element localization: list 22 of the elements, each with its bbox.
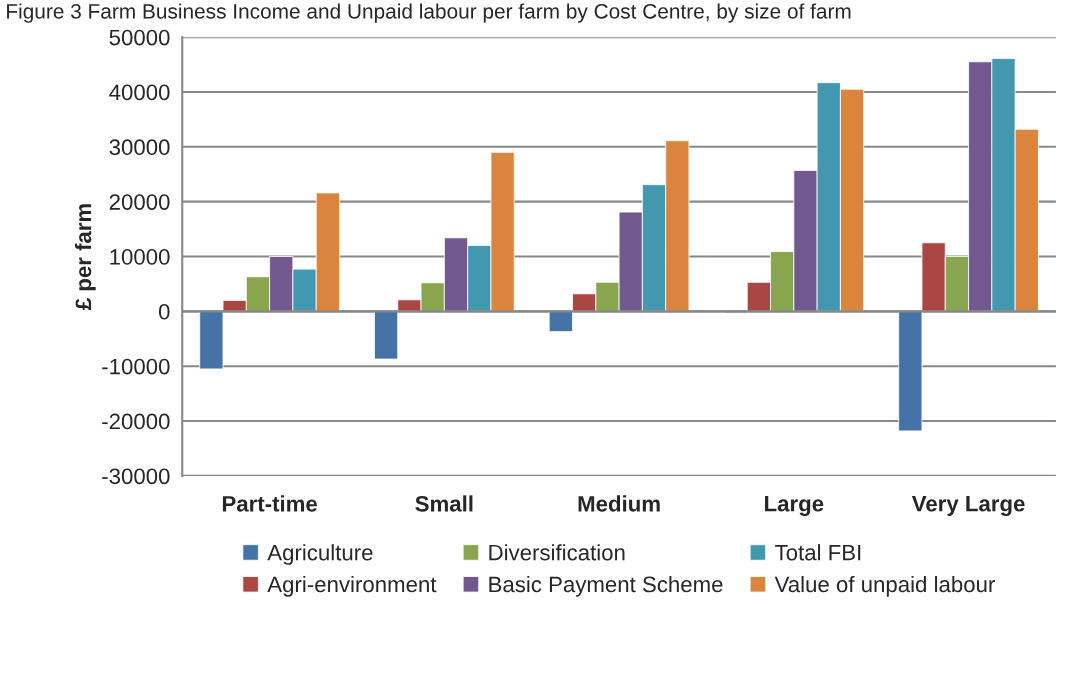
x-tick-label: Part-time: [222, 495, 318, 512]
x-tick-label: Small: [415, 495, 473, 512]
y-tick-label: 40000: [109, 84, 170, 101]
y-tick-label: -10000: [102, 358, 170, 375]
y-tick-label: 10000: [110, 249, 170, 265]
legend-label: Value of unpaid labour: [774, 575, 995, 597]
legend-label: Agriculture: [267, 544, 373, 565]
y-tick-label: 0: [158, 303, 170, 320]
y-tick-label: -30000: [102, 468, 170, 485]
x-tick-label: Large: [765, 496, 824, 517]
legend-label: Basic Payment Scheme: [489, 575, 723, 597]
y-axis-title: £ per farm: [74, 204, 96, 310]
y-tick-label: -20000: [102, 413, 170, 430]
y-tick-label: 30000: [109, 139, 170, 156]
legend-label: Diversification: [489, 544, 625, 561]
x-tick-label: Very Large: [911, 496, 1025, 517]
legend-label: Total FBI: [775, 544, 861, 561]
y-tick-label: 50000: [109, 29, 170, 46]
chart-title: Figure 3 Farm Business Income and Unpaid labour per farm by Cost Centre, by size of farm: [7, 3, 851, 23]
x-tick-label: Medium: [578, 495, 660, 512]
legend-label: Agri-environment: [267, 575, 437, 597]
y-tick-label: 20000: [109, 194, 170, 210]
